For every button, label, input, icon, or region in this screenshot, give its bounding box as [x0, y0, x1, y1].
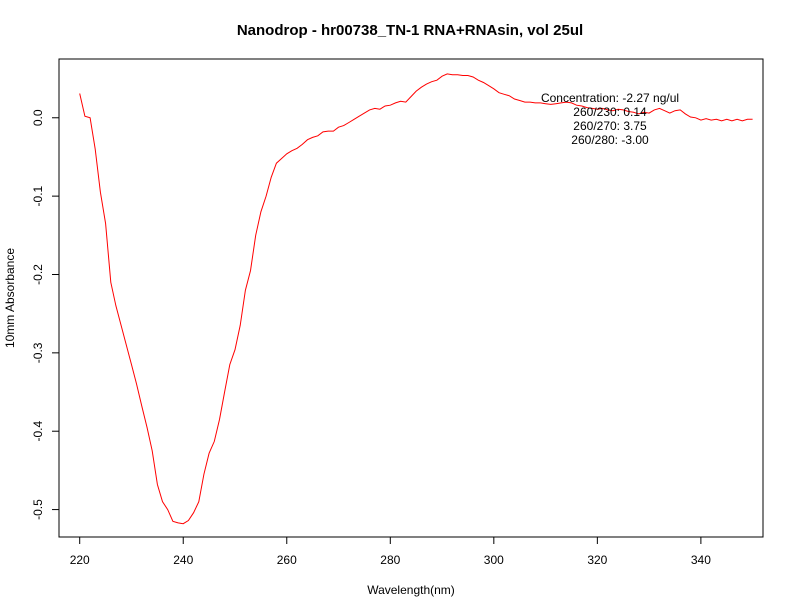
plot-frame: [58, 58, 764, 538]
chart-title: Nanodrop - hr00738_TN-1 RNA+RNAsin, vol …: [237, 22, 583, 39]
x-tick-label: 320: [587, 553, 607, 567]
y-tick-label: 0.0: [31, 109, 45, 126]
annotation-line: 260/280: -3.00: [571, 133, 649, 147]
y-tick-label: -0.3: [31, 342, 45, 363]
x-axis-label: Wavelength(nm): [367, 583, 455, 597]
y-tick-label: -0.2: [31, 264, 45, 285]
y-tick-label: -0.4: [31, 421, 45, 442]
x-tick-label: 300: [484, 553, 504, 567]
y-axis-label: 10mm Absorbance: [3, 248, 17, 348]
y-tick-label: -0.5: [31, 499, 45, 520]
y-tick-label: -0.1: [31, 185, 45, 206]
annotation-line: 260/270: 3.75: [573, 119, 647, 133]
annotation-line: 260/230: 0.14: [573, 105, 647, 119]
x-tick-label: 220: [70, 553, 90, 567]
absorbance-line: [79, 73, 753, 525]
x-tick-label: 340: [691, 553, 711, 567]
annotation-line: Concentration: -2.27 ng/ul: [541, 91, 679, 105]
x-tick-label: 280: [380, 553, 400, 567]
x-tick-label: 240: [173, 553, 193, 567]
x-tick-label: 260: [277, 553, 297, 567]
y-axis: -0.5 -0.4 -0.3 -0.2 -0.1 0.0: [31, 109, 59, 520]
x-axis: 220 240 260 280 300 320 340: [70, 537, 711, 567]
